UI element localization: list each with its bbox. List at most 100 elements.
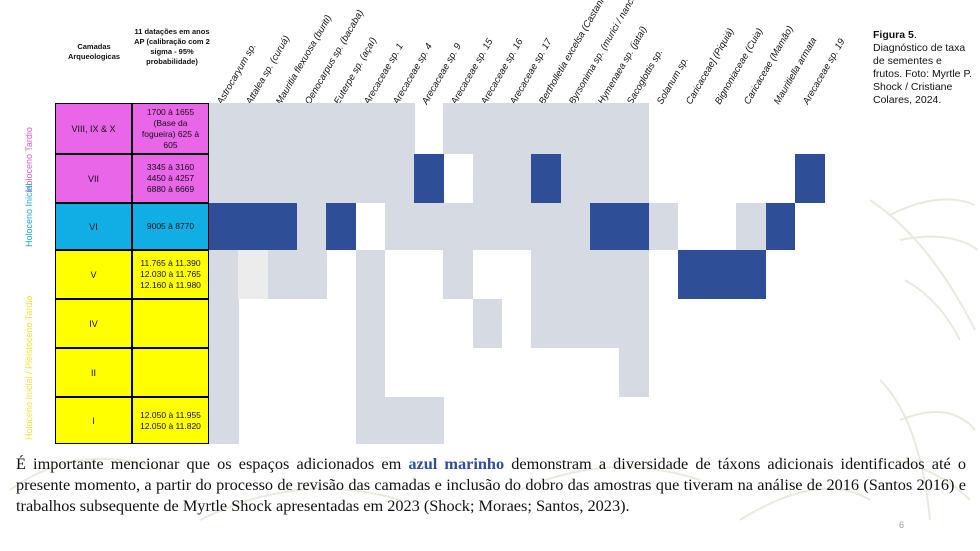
- presence-cell: [296, 203, 327, 250]
- presence-cell: [355, 348, 386, 397]
- presence-cell: [560, 203, 591, 250]
- presence-cell: [502, 154, 532, 203]
- layer-dates: [132, 299, 209, 348]
- layer-label: VIII, IX & X: [55, 103, 132, 154]
- presence-cell: [589, 250, 620, 299]
- presence-cell: [209, 103, 239, 154]
- presence-cell: [472, 299, 503, 348]
- presence-cell: [736, 203, 767, 250]
- period-label: Holoceno Tardio: [24, 127, 34, 192]
- presence-cell: [560, 250, 591, 299]
- added-taxon-cell: [765, 203, 796, 250]
- layer-dates: 3345 à 3160 4450 à 4257 6880 à 6669: [132, 154, 209, 203]
- explanatory-paragraph: É importante mencionar que os espaços ad…: [16, 453, 966, 516]
- presence-cell: [443, 250, 474, 299]
- presence-cell: [209, 250, 239, 299]
- presence-cell: [355, 299, 386, 348]
- presence-cell: [531, 299, 562, 348]
- presence-cell: [531, 203, 562, 250]
- presence-cell: [209, 154, 239, 203]
- added-taxon-cell: [619, 203, 649, 250]
- presence-cell: [355, 103, 386, 154]
- presence-cell: [502, 103, 532, 154]
- presence-cell: [296, 103, 327, 154]
- layer-label: VI: [55, 203, 132, 250]
- presence-cell: [355, 154, 386, 203]
- presence-cell: [502, 203, 532, 250]
- presence-cell: [238, 154, 269, 203]
- presence-cell: [267, 250, 298, 299]
- layer-dates: 12.050 à 11.955 12.050 à 11.820: [132, 397, 209, 444]
- layer-label: V: [55, 250, 132, 299]
- presence-cell: [267, 154, 298, 203]
- presence-cell: [209, 299, 239, 348]
- presence-cell: [589, 154, 620, 203]
- layer-label: I: [55, 397, 132, 444]
- presence-cell: [472, 103, 503, 154]
- paragraph-text-after: demonstram a diversidade de táxons adici…: [16, 454, 966, 515]
- presence-cell: [560, 299, 591, 348]
- presence-cell: [560, 154, 591, 203]
- presence-cell: [472, 203, 503, 250]
- presence-cell: [443, 103, 474, 154]
- presence-cell: [619, 348, 649, 397]
- layer-dates: [132, 348, 209, 397]
- added-taxon-cell: [531, 154, 562, 203]
- presence-cell: [531, 250, 562, 299]
- presence-cell: [355, 250, 386, 299]
- presence-cell: [384, 103, 415, 154]
- presence-cell: [648, 203, 679, 250]
- layer-dates: 1700 à 1655 (Base da fogueira) 625 à 605: [132, 103, 209, 154]
- presence-cell: [589, 299, 620, 348]
- added-taxon-cell: [326, 203, 356, 250]
- added-taxon-cell: [209, 203, 239, 250]
- added-taxon-cell: [238, 203, 269, 250]
- page-number: 6: [899, 520, 905, 530]
- presence-cell: [238, 250, 269, 299]
- added-taxon-cell: [414, 154, 444, 203]
- layer-label: IV: [55, 299, 132, 348]
- presence-cell: [414, 203, 444, 250]
- presence-cell: [267, 103, 298, 154]
- figure-caption-title: Figura 5: [873, 29, 914, 41]
- presence-cell: [619, 299, 649, 348]
- presence-cell: [296, 250, 327, 299]
- presence-cell: [384, 154, 415, 203]
- presence-cell: [414, 397, 444, 444]
- added-taxon-cell: [736, 250, 767, 299]
- layer-label: II: [55, 348, 132, 397]
- presence-cell: [560, 103, 591, 154]
- presence-cell: [589, 103, 620, 154]
- period-label: Holoceno Inicial: [24, 183, 34, 247]
- presence-cell: [384, 203, 415, 250]
- added-taxon-cell: [795, 154, 825, 203]
- figure-caption-text: . Diagnóstico de taxa de sementes e frut…: [873, 29, 973, 106]
- presence-cell: [238, 103, 269, 154]
- presence-cell: [619, 154, 649, 203]
- dates-column-title: 11 datações em anos AP (calibração com 2…: [134, 27, 210, 66]
- added-taxon-cell: [677, 250, 708, 299]
- added-taxon-cell: [707, 250, 737, 299]
- paragraph-text-before: É importante mencionar que os espaços ad…: [16, 454, 409, 473]
- layer-label: VII: [55, 154, 132, 203]
- presence-cell: [326, 103, 356, 154]
- period-label: Holoceno Inicial / Pleistoceno Tardio: [24, 295, 34, 440]
- added-taxon-cell: [267, 203, 298, 250]
- figure-caption: Figura 5. Diagnóstico de taxa de semente…: [873, 29, 973, 107]
- presence-cell: [384, 397, 415, 444]
- presence-cell: [619, 250, 649, 299]
- layers-column-title: Camadas Arqueologicas: [67, 42, 121, 61]
- presence-cell: [209, 397, 239, 444]
- presence-cell: [472, 154, 503, 203]
- added-taxon-cell: [589, 203, 620, 250]
- presence-cell: [355, 397, 386, 444]
- layer-dates: 11.765 à 11.390 12.030 à 11.765 12.160 à…: [132, 250, 209, 299]
- layer-dates: 9005 à 8770: [132, 203, 209, 250]
- presence-cell: [326, 154, 356, 203]
- presence-cell: [209, 348, 239, 397]
- paragraph-highlight: azul marinho: [408, 454, 505, 473]
- presence-cell: [443, 203, 474, 250]
- presence-cell: [531, 103, 562, 154]
- presence-cell: [619, 103, 649, 154]
